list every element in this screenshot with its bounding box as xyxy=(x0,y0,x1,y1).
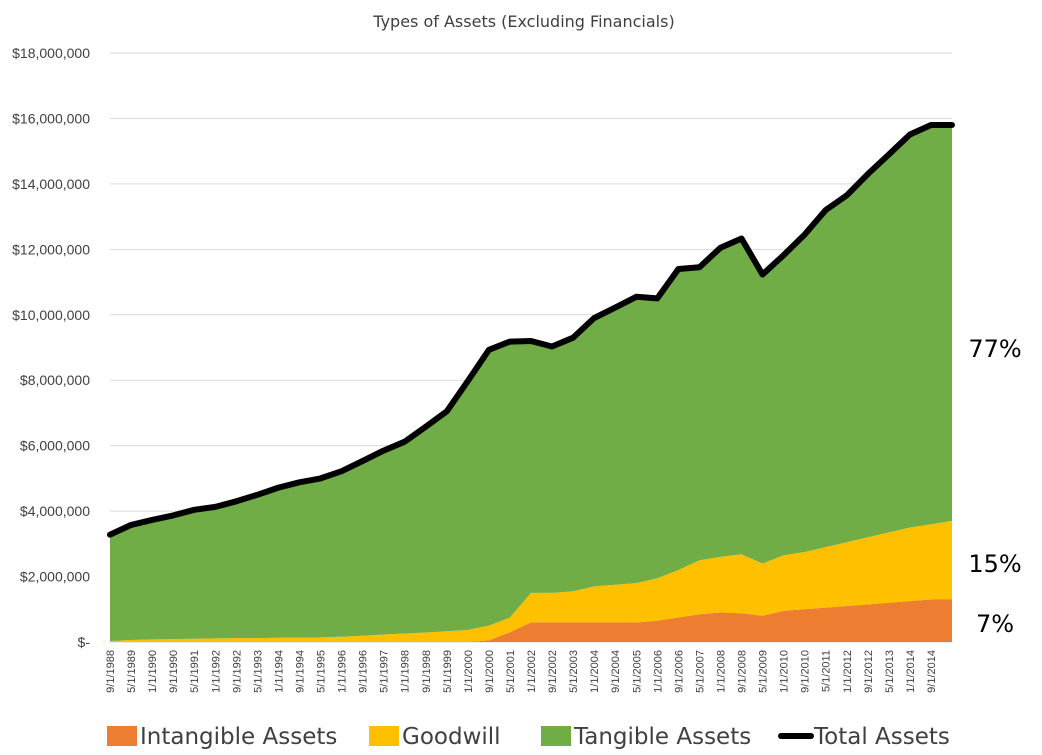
line-series xyxy=(107,122,955,538)
annotation-tangible-assets: 77% xyxy=(968,335,1021,363)
area-intangible-assets xyxy=(110,599,952,642)
x-tick-label: 1/1/2002 xyxy=(526,650,538,693)
legend-item: Tangible Assets xyxy=(541,724,751,750)
x-tick-label: 1/1/1990 xyxy=(147,650,159,693)
x-tick-label: 5/1/1993 xyxy=(252,650,264,693)
x-tick-label: 1/1/2008 xyxy=(715,650,727,693)
y-axis-ticks: $- $2,000,000 $4,000,000 $6,000,000 $8,000,0… xyxy=(12,45,90,650)
x-tick-label: 9/1/2000 xyxy=(484,650,496,693)
y-tick-label: $2,000,000 xyxy=(20,569,90,585)
x-axis-ticks: 9/1/1988 5/1/1989 1/1/1990 9/1/1990 5/1/1991… xyxy=(105,650,938,693)
x-tick-label: 5/1/1997 xyxy=(379,650,391,693)
area-tangible-assets xyxy=(110,125,952,641)
percentage-annotations: 77% 15% 7% xyxy=(968,335,1021,638)
x-tick-label: 5/1/1989 xyxy=(126,650,138,693)
x-tick-label: 1/1/1998 xyxy=(400,650,412,693)
x-tick-label: 1/1/2010 xyxy=(779,650,791,693)
legend-swatch xyxy=(107,726,137,746)
line-total-assets xyxy=(107,122,955,538)
x-tick-label: 5/1/2001 xyxy=(505,650,517,693)
area-goodwill xyxy=(110,520,952,642)
x-tick-label: 5/1/2003 xyxy=(568,650,580,693)
legend-swatch xyxy=(369,726,399,746)
legend-item: Goodwill xyxy=(369,724,501,750)
x-tick-label: 9/1/2008 xyxy=(737,650,749,693)
x-tick-label: 5/1/2011 xyxy=(821,650,833,692)
x-tick-label: 9/1/2002 xyxy=(547,650,559,693)
annotation-goodwill: 15% xyxy=(968,550,1021,578)
x-tick-label: 9/1/2010 xyxy=(800,650,812,693)
legend-label: Tangible Assets xyxy=(573,724,751,750)
x-tick-label: 1/1/1994 xyxy=(273,650,285,693)
x-tick-label: 5/1/2013 xyxy=(884,650,896,693)
x-tick-label: 5/1/1995 xyxy=(316,650,328,693)
y-tick-label: $18,000,000 xyxy=(12,45,90,61)
y-tick-label: $6,000,000 xyxy=(20,438,90,454)
area-series xyxy=(110,125,952,642)
legend-label: Goodwill xyxy=(402,724,501,750)
x-tick-label: 5/1/1999 xyxy=(442,650,454,693)
x-tick-label: 5/1/2009 xyxy=(758,650,770,693)
x-tick-label: 1/1/2006 xyxy=(652,650,664,693)
x-tick-label: 9/1/1994 xyxy=(294,650,306,693)
y-tick-label: $12,000,000 xyxy=(12,241,90,257)
x-tick-label: 1/1/2004 xyxy=(589,650,601,693)
x-tick-label: 9/1/2014 xyxy=(926,650,938,693)
legend-item: Intangible Assets xyxy=(107,724,337,750)
x-tick-label: 9/1/2012 xyxy=(863,650,875,693)
x-tick-label: 9/1/1998 xyxy=(421,650,433,693)
legend: Intangible Assets Goodwill Tangible Assets… xyxy=(107,724,950,750)
x-tick-label: 1/1/2000 xyxy=(463,650,475,693)
annotation-intangible-assets: 7% xyxy=(976,610,1014,638)
y-tick-label: $4,000,000 xyxy=(20,503,90,519)
x-tick-label: 5/1/2005 xyxy=(631,650,643,693)
x-tick-label: 1/1/2012 xyxy=(842,650,854,693)
x-tick-label: 9/1/1988 xyxy=(105,650,117,693)
x-tick-label: 9/1/1992 xyxy=(231,650,243,693)
y-tick-label: $10,000,000 xyxy=(12,307,90,323)
y-tick-label: $14,000,000 xyxy=(12,176,90,192)
x-tick-label: 9/1/2006 xyxy=(673,650,685,693)
legend-item: Total Assets xyxy=(778,724,950,750)
legend-label: Total Assets xyxy=(813,724,950,750)
x-tick-label: 9/1/1990 xyxy=(168,650,180,693)
x-tick-label: 1/1/1996 xyxy=(337,650,349,693)
y-tick-label: $- xyxy=(78,634,91,650)
x-tick-label: 5/1/1991 xyxy=(189,650,201,693)
x-tick-label: 1/1/1992 xyxy=(210,650,222,693)
chart-title: Types of Assets (Excluding Financials) xyxy=(372,12,674,31)
x-tick-label: 9/1/2004 xyxy=(610,650,622,693)
y-tick-label: $16,000,000 xyxy=(12,110,90,126)
legend-label: Intangible Assets xyxy=(140,724,337,750)
x-tick-label: 5/1/2007 xyxy=(694,650,706,693)
x-tick-label: 1/1/2014 xyxy=(905,650,917,693)
x-tick-label: 9/1/1996 xyxy=(358,650,370,693)
legend-swatch xyxy=(541,726,571,746)
y-tick-label: $8,000,000 xyxy=(20,372,90,388)
